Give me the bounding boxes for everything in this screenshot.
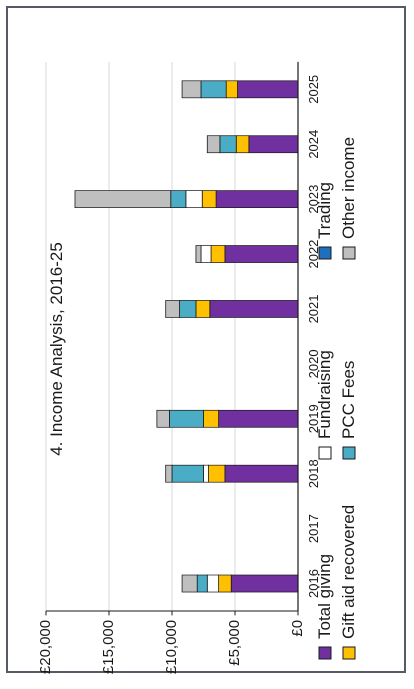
bar-segment bbox=[179, 300, 197, 318]
x-tick-label: 2017 bbox=[306, 514, 321, 543]
chart-title: 4. Income Analysis, 2016-25 bbox=[47, 242, 66, 456]
bar-segment bbox=[230, 574, 299, 593]
legend-swatch bbox=[318, 246, 332, 260]
bar-segment bbox=[170, 190, 187, 209]
legend-label: Trading bbox=[315, 182, 334, 239]
legend-label: Gift aid recovered bbox=[339, 505, 358, 639]
y-tick-label: £10,000 bbox=[163, 620, 180, 674]
legend: Total giving Gift aid recovered Fundraisin… bbox=[315, 137, 358, 660]
axes bbox=[46, 61, 299, 612]
y-tick-labels: £0 £5,000 £10,000 £15,000 £20,000 bbox=[37, 610, 306, 674]
bar-segment bbox=[208, 464, 226, 483]
bar-segment bbox=[237, 80, 299, 99]
bar-segment bbox=[203, 409, 220, 428]
y-tick-label: £5,000 bbox=[226, 620, 243, 666]
bar-segment bbox=[196, 574, 208, 593]
y-tick-label: £20,000 bbox=[37, 620, 54, 674]
legend-swatch bbox=[342, 446, 356, 460]
x-tick-label: 2018 bbox=[306, 459, 321, 488]
bar-segment bbox=[219, 135, 237, 154]
x-tick-label: 2021 bbox=[306, 294, 321, 323]
bar-segment bbox=[218, 409, 299, 428]
bar-segment bbox=[200, 245, 212, 263]
bar-segment bbox=[206, 574, 220, 593]
x-tick-label: 2020 bbox=[306, 349, 321, 378]
legend-swatch bbox=[342, 246, 356, 260]
bar-segment bbox=[195, 300, 211, 318]
bar-segment bbox=[74, 190, 172, 209]
bar-segment bbox=[201, 190, 217, 209]
y-tick-label: £15,000 bbox=[100, 620, 117, 674]
bar-segment bbox=[169, 409, 204, 428]
legend-swatch bbox=[342, 646, 356, 660]
legend-label: Total giving bbox=[315, 554, 334, 639]
x-tick-label: 2024 bbox=[306, 130, 321, 159]
bar-segment bbox=[181, 574, 198, 593]
bars bbox=[74, 80, 299, 593]
bar-segment bbox=[235, 135, 250, 154]
x-tick-label: 2019 bbox=[306, 404, 321, 433]
bar-segment bbox=[218, 574, 232, 593]
legend-swatch bbox=[318, 446, 332, 460]
bar-segment bbox=[165, 464, 173, 483]
chart-frame: 4. Income Analysis, 2016-25 2016 2017 2018… bbox=[6, 6, 406, 674]
bar-segment bbox=[181, 80, 202, 99]
x-tick-label: 2023 bbox=[306, 185, 321, 214]
legend-label: Fundraising bbox=[315, 350, 334, 439]
x-tick-label: 2022 bbox=[306, 240, 321, 269]
bar-segment bbox=[171, 464, 204, 483]
bar-segment bbox=[224, 245, 299, 263]
bar-segment bbox=[224, 464, 299, 483]
income-chart: 4. Income Analysis, 2016-25 2016 2017 2018… bbox=[37, 61, 358, 674]
bar-segment bbox=[185, 190, 203, 209]
x-tick-label: 2016 bbox=[306, 569, 321, 598]
legend-label: PCC Fees bbox=[339, 361, 358, 439]
bar-segment bbox=[200, 80, 227, 99]
bar-segment bbox=[156, 409, 170, 428]
bar-segment bbox=[248, 135, 299, 154]
bar-segment bbox=[215, 190, 299, 209]
y-tick-label: £0 bbox=[289, 620, 306, 637]
legend-label: Other income bbox=[339, 137, 358, 239]
plot-group: 2016 2017 2018 2019 2020 2021 2022 2023 2024 2025… bbox=[37, 61, 321, 674]
bar-segment bbox=[195, 245, 202, 263]
bar-segment bbox=[203, 464, 209, 483]
bar-segment bbox=[225, 80, 238, 99]
grid-lines bbox=[45, 61, 236, 611]
rotated-chart-area: 4. Income Analysis, 2016-25 2016 2017 2018… bbox=[8, 8, 414, 689]
bar-segment bbox=[206, 135, 221, 154]
bar-segment bbox=[209, 300, 299, 318]
x-tick-labels: 2016 2017 2018 2019 2020 2021 2022 2023 2024 2025 bbox=[306, 75, 321, 598]
bar-segment bbox=[210, 245, 226, 263]
legend-swatch bbox=[318, 646, 332, 660]
bar-segment bbox=[165, 300, 180, 318]
x-tick-label: 2025 bbox=[306, 75, 321, 104]
